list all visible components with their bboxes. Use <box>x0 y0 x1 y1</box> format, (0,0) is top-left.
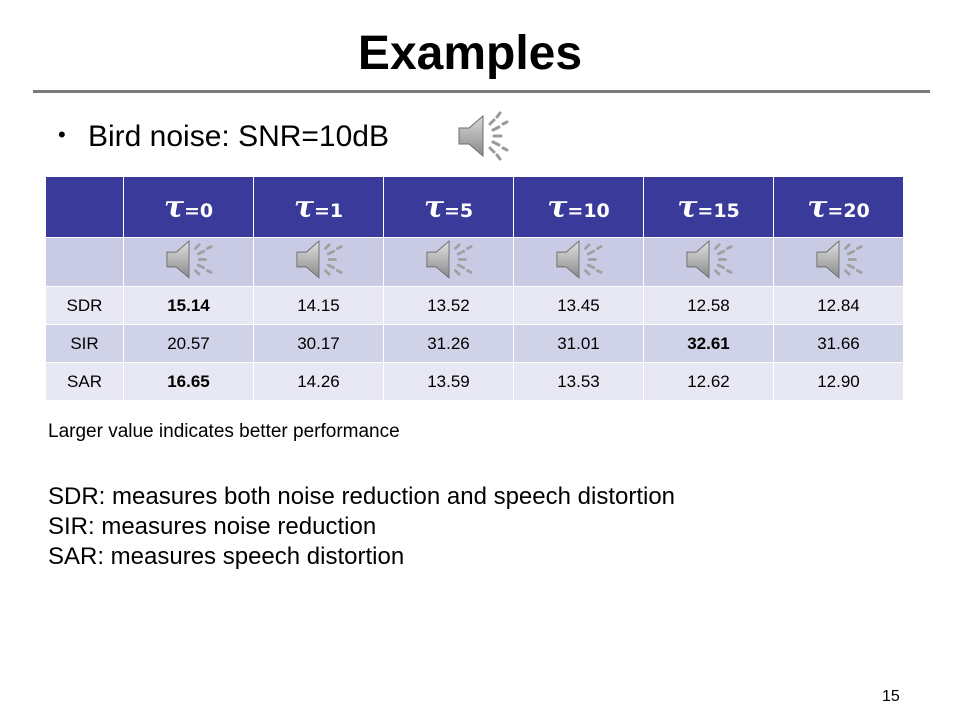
audio-cell <box>643 237 774 288</box>
audio-row-label-cell <box>45 237 124 287</box>
speaker-icon[interactable] <box>423 237 475 288</box>
audio-cell <box>513 237 644 288</box>
bullet-text: Bird noise: SNR=10dB <box>88 120 389 153</box>
audio-cell <box>773 237 904 288</box>
header-cell: τ=1 <box>253 176 384 238</box>
performance-note: Larger value indicates better performanc… <box>48 421 400 442</box>
title-divider <box>33 90 930 93</box>
row-label: SIR <box>45 324 124 363</box>
audio-row <box>45 237 904 288</box>
speaker-icon[interactable] <box>163 237 215 288</box>
definition-sdr: SDR: measures both noise reduction and s… <box>48 483 676 510</box>
table-row: SIR 20.57 30.17 31.26 31.01 32.61 31.66 <box>45 324 904 363</box>
table-cell: 30.17 <box>253 324 384 363</box>
speaker-icon[interactable] <box>553 237 605 288</box>
header-cell: τ=0 <box>123 176 254 238</box>
definition-sar: SAR: measures speech distortion <box>48 543 405 570</box>
table-cell: 31.66 <box>773 324 904 363</box>
definition-sir: SIR: measures noise reduction <box>48 513 377 540</box>
table-cell: 12.90 <box>773 362 904 401</box>
slide-title: Examples <box>357 27 583 80</box>
table-cell: 12.84 <box>773 286 904 325</box>
speaker-icon[interactable] <box>813 237 865 288</box>
results-table: τ=0 τ=1 τ=5 τ=10 τ=15 τ=20 <box>45 176 904 401</box>
table-header-row: τ=0 τ=1 τ=5 τ=10 τ=15 τ=20 <box>45 176 904 238</box>
header-cell: τ=20 <box>773 176 904 238</box>
table-cell: 13.59 <box>383 362 514 401</box>
table-cell: 31.26 <box>383 324 514 363</box>
table-cell: 13.53 <box>513 362 644 401</box>
table-cell: 13.52 <box>383 286 514 325</box>
audio-cell <box>253 237 384 288</box>
header-corner-cell <box>45 176 124 238</box>
header-cell: τ=5 <box>383 176 514 238</box>
page-number: 15 <box>882 688 900 705</box>
table-cell: 32.61 <box>643 324 774 363</box>
table-cell: 16.65 <box>123 362 254 401</box>
row-label: SDR <box>45 286 124 325</box>
row-label: SAR <box>45 362 124 401</box>
table-cell: 12.62 <box>643 362 774 401</box>
speaker-icon[interactable] <box>683 237 735 288</box>
table-cell: 14.15 <box>253 286 384 325</box>
metric-definitions: SDR: measures both noise reduction and s… <box>48 482 675 572</box>
table-cell: 31.01 <box>513 324 644 363</box>
audio-cell <box>383 237 514 288</box>
table-cell: 14.26 <box>253 362 384 401</box>
bullet-item: • Bird noise: SNR=10dB <box>58 120 389 154</box>
header-cell: τ=15 <box>643 176 774 238</box>
table-cell: 13.45 <box>513 286 644 325</box>
table-cell: 20.57 <box>123 324 254 363</box>
table-cell: 12.58 <box>643 286 774 325</box>
header-cell: τ=10 <box>513 176 644 238</box>
table-cell: 15.14 <box>123 286 254 325</box>
speaker-icon[interactable] <box>455 108 511 164</box>
audio-cell <box>123 237 254 288</box>
speaker-icon[interactable] <box>293 237 345 288</box>
bullet-marker: • <box>58 122 66 147</box>
table-row: SDR 15.14 14.15 13.52 13.45 12.58 12.84 <box>45 286 904 325</box>
table-row: SAR 16.65 14.26 13.59 13.53 12.62 12.90 <box>45 362 904 401</box>
